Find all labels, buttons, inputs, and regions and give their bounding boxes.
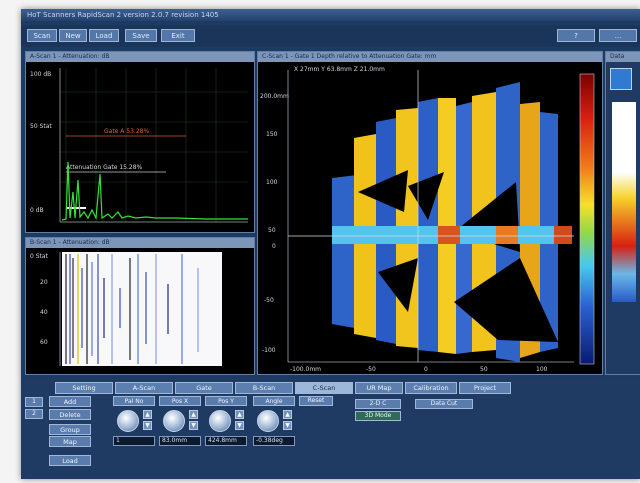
pos-y-knob[interactable]	[209, 410, 231, 432]
save-button[interactable]: Save	[125, 29, 157, 42]
load-button[interactable]: Load	[89, 29, 119, 42]
cscan-plot[interactable]: X 27mm Y 63.8mm Z 21.0mm	[258, 62, 602, 374]
cscan-title: C-Scan 1 - Gate 1 Depth relative to Atte…	[258, 52, 602, 62]
cscan-x-tick: -50	[366, 366, 376, 373]
ascan-signal	[61, 161, 248, 221]
cscan-panel: C-Scan 1 - Gate 1 Depth relative to Atte…	[257, 51, 603, 375]
tab-b-scan[interactable]: B-Scan	[235, 382, 293, 394]
cscan-y-tick: 200.0mm	[260, 93, 289, 100]
pal-no-knob[interactable]	[117, 410, 139, 432]
side-tab-2[interactable]: 2	[25, 409, 43, 419]
gate-a-label: Gate A 53.28%	[104, 128, 149, 135]
angle-up-button[interactable]: ▲	[283, 410, 292, 419]
mode-3d-button[interactable]: 3D Mode	[355, 411, 401, 421]
data-side-title: Data	[606, 52, 640, 62]
ascan-title: A-Scan 1 - Attenuation: dB	[26, 52, 254, 62]
tab-calibration[interactable]: Calibration	[405, 382, 457, 394]
tab-project[interactable]: Project	[459, 382, 511, 394]
pal-no-down-button[interactable]: ▼	[143, 421, 152, 430]
mode-2d-button[interactable]: 2-D C	[355, 399, 401, 409]
pos-y-up-button[interactable]: ▲	[235, 410, 244, 419]
scan-button[interactable]: Scan	[27, 29, 57, 42]
cscan-x-tick: 100	[536, 366, 548, 373]
pos-x-value[interactable]: 83.0mm	[159, 436, 201, 446]
pos-y-control: Pos Y ▲ ▼ 424.8mm	[205, 396, 247, 448]
cscan-readout: X 27mm Y 63.8mm Z 21.0mm	[294, 66, 385, 73]
map-button[interactable]: Map	[49, 436, 91, 447]
cscan-y-tick: -50	[264, 297, 274, 304]
data-palette-strip	[612, 102, 636, 302]
delete-button[interactable]: Delete	[49, 409, 91, 420]
data-cut-button[interactable]: Data Cut	[415, 399, 473, 409]
control-area: Setting A-Scan Gate B-Scan C-Scan UR Map…	[21, 379, 640, 479]
reset-button[interactable]: Reset	[299, 396, 333, 406]
angle-knob[interactable]	[257, 410, 279, 432]
window-title: HoT Scanners RapidScan 2 version 2.0.7 r…	[21, 9, 640, 21]
cscan-x-tick: -100.0mm	[290, 366, 321, 373]
angle-label: Angle	[253, 396, 295, 406]
bscan-echo-streaks	[65, 254, 199, 364]
bscan-y-tick: 60	[40, 339, 48, 346]
view-thumbnail-icon[interactable]	[610, 68, 632, 90]
cscan-y-tick: -100	[262, 347, 276, 354]
tab-gate[interactable]: Gate	[175, 382, 233, 394]
pos-y-value[interactable]: 424.8mm	[205, 436, 247, 446]
pal-no-control: Pal No ▲ ▼ 1	[113, 396, 155, 448]
bscan-y-tick: 20	[40, 279, 48, 286]
angle-control: Angle ▲ ▼ -0.38deg	[253, 396, 295, 448]
color-palette-bar[interactable]	[579, 73, 595, 365]
bscan-y-tick: 0 Stat	[30, 253, 49, 260]
add-button[interactable]: Add	[49, 396, 91, 407]
exit-button[interactable]: Exit	[161, 29, 195, 42]
pos-x-label: Pos X	[159, 396, 201, 406]
ascan-y-tick: 0 dB	[30, 207, 44, 214]
tab-c-scan[interactable]: C-Scan	[295, 382, 353, 394]
angle-value[interactable]: -0.38deg	[253, 436, 295, 446]
load-list-button[interactable]: Load	[49, 455, 91, 466]
pos-y-label: Pos Y	[205, 396, 247, 406]
tab-ur-map[interactable]: UR Map	[355, 382, 403, 394]
pos-x-knob[interactable]	[163, 410, 185, 432]
data-side-panel: Data	[605, 51, 640, 375]
tab-a-scan[interactable]: A-Scan	[115, 382, 173, 394]
ascan-y-tick: 50 Stat	[30, 123, 52, 130]
pal-no-up-button[interactable]: ▲	[143, 410, 152, 419]
cscan-y-tick: 100	[266, 179, 278, 186]
angle-down-button[interactable]: ▼	[283, 421, 292, 430]
cscan-y-tick: 50	[268, 227, 276, 234]
more-button[interactable]: ...	[599, 29, 637, 42]
side-tab-1[interactable]: 1	[25, 397, 43, 407]
app-window: HoT Scanners RapidScan 2 version 2.0.7 r…	[21, 9, 640, 479]
ascan-plot[interactable]: 100 dB 50 Stat 0 dB Gate A 53.28% Attenu…	[26, 62, 254, 232]
help-button[interactable]: ?	[557, 29, 595, 42]
pos-x-control: Pos X ▲ ▼ 83.0mm	[159, 396, 201, 448]
group-button[interactable]: Group	[49, 424, 91, 435]
gate-b-label: Attenuation Gate 15.28%	[66, 164, 143, 171]
bscan-y-tick: 40	[40, 309, 48, 316]
pal-no-label: Pal No	[113, 396, 155, 406]
main-toolbar: Scan New Load Save Exit ? ...	[21, 25, 640, 47]
new-button[interactable]: New	[59, 29, 87, 42]
cscan-y-tick: 150	[266, 131, 278, 138]
ascan-panel: A-Scan 1 - Attenuation: dB 100 dB 50 Sta…	[25, 51, 255, 233]
cscan-x-tick: 50	[480, 366, 488, 373]
pos-x-down-button[interactable]: ▼	[189, 421, 198, 430]
cscan-x-tick: 0	[424, 366, 428, 373]
pos-y-down-button[interactable]: ▼	[235, 421, 244, 430]
pos-x-up-button[interactable]: ▲	[189, 410, 198, 419]
bscan-panel: B-Scan 1 - Attenuation: dB	[25, 237, 255, 375]
tab-setting[interactable]: Setting	[55, 382, 113, 394]
cscan-y-tick: 0	[272, 243, 276, 250]
bscan-title: B-Scan 1 - Attenuation: dB	[26, 238, 254, 248]
pal-no-value[interactable]: 1	[113, 436, 155, 446]
ascan-y-tick: 100 dB	[30, 71, 51, 78]
bscan-plot[interactable]: 0 Stat 20 40 60	[26, 248, 254, 374]
